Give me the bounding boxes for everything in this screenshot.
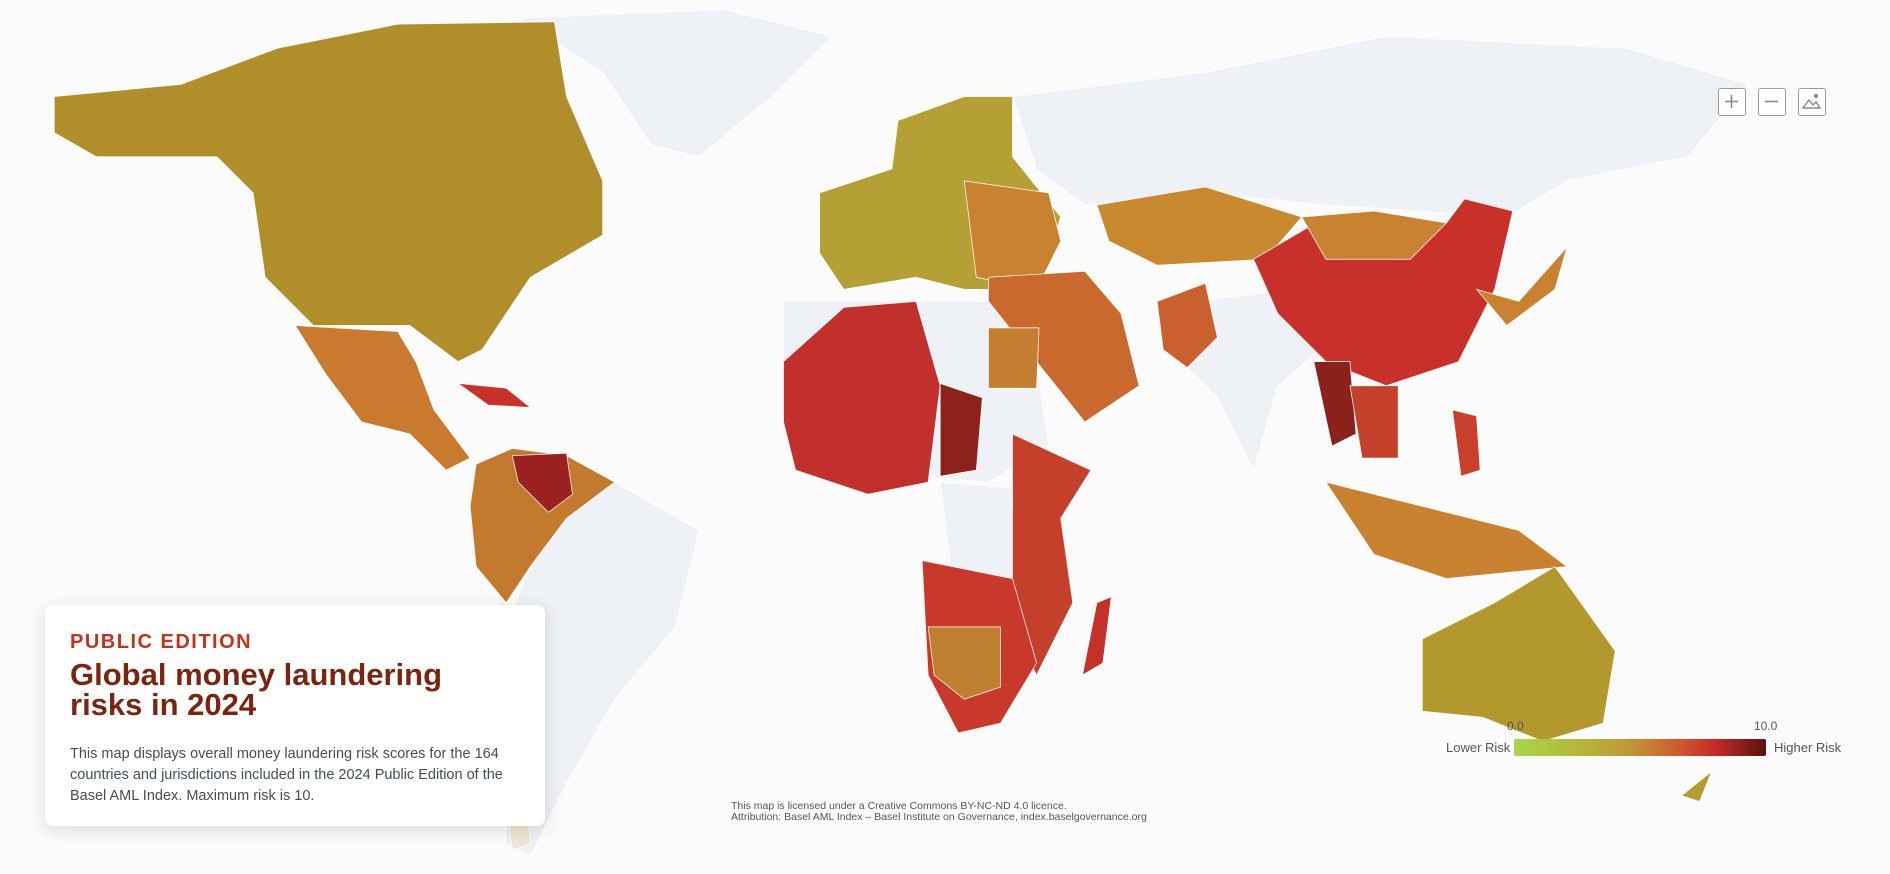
export-icon: [1801, 94, 1822, 109]
zoom-out-button[interactable]: [1758, 88, 1786, 116]
legend-max: 10.0: [1754, 719, 1778, 733]
license-line: This map is licensed under a Creative Co…: [731, 800, 1067, 812]
edition-label: PUBLIC EDITION: [70, 631, 253, 653]
pakistan: [1156, 282, 1218, 369]
namibia-botswana: [927, 626, 1001, 700]
info-card: PUBLIC EDITION Global money laundering r…: [45, 605, 545, 826]
australia: [1421, 566, 1616, 742]
indonesia: [1325, 481, 1568, 579]
map-description: This map displays overall money launderi…: [70, 746, 503, 804]
zoom-in-button[interactable]: [1718, 88, 1746, 116]
license-note: This map is licensed under a Creative Co…: [731, 801, 1147, 823]
legend-min: 0.0: [1507, 719, 1524, 733]
madagascar: [1081, 596, 1112, 676]
zoom-in-icon: [1725, 95, 1738, 108]
caribbean: [456, 382, 532, 408]
legend-high-label: Higher Risk: [1774, 740, 1842, 755]
venezuela: [511, 452, 573, 513]
eastern-europe: [963, 180, 1062, 290]
map-title: Global money laundering risks in 2024: [70, 657, 443, 722]
new-zealand: [1680, 770, 1713, 803]
myanmar: [1313, 361, 1357, 447]
egypt: [988, 327, 1040, 389]
attribution-line: Attribution: Basel AML Index – Basel Ins…: [731, 811, 1147, 823]
chad: [939, 382, 983, 477]
legend-low-label: Lower Risk: [1446, 740, 1511, 755]
export-image-button[interactable]: [1798, 88, 1826, 116]
mexico-central: [294, 325, 471, 471]
mongolia: [1301, 210, 1448, 260]
north-america: [53, 21, 604, 363]
russia: [1012, 35, 1749, 218]
japan-korea: [1475, 246, 1568, 326]
west-africa: [783, 301, 941, 495]
legend-gradient: [1514, 739, 1766, 756]
zoom-out-icon: [1765, 100, 1778, 103]
philippines: [1452, 409, 1481, 477]
greenland: [517, 9, 833, 158]
southeast-asia: [1349, 385, 1399, 459]
